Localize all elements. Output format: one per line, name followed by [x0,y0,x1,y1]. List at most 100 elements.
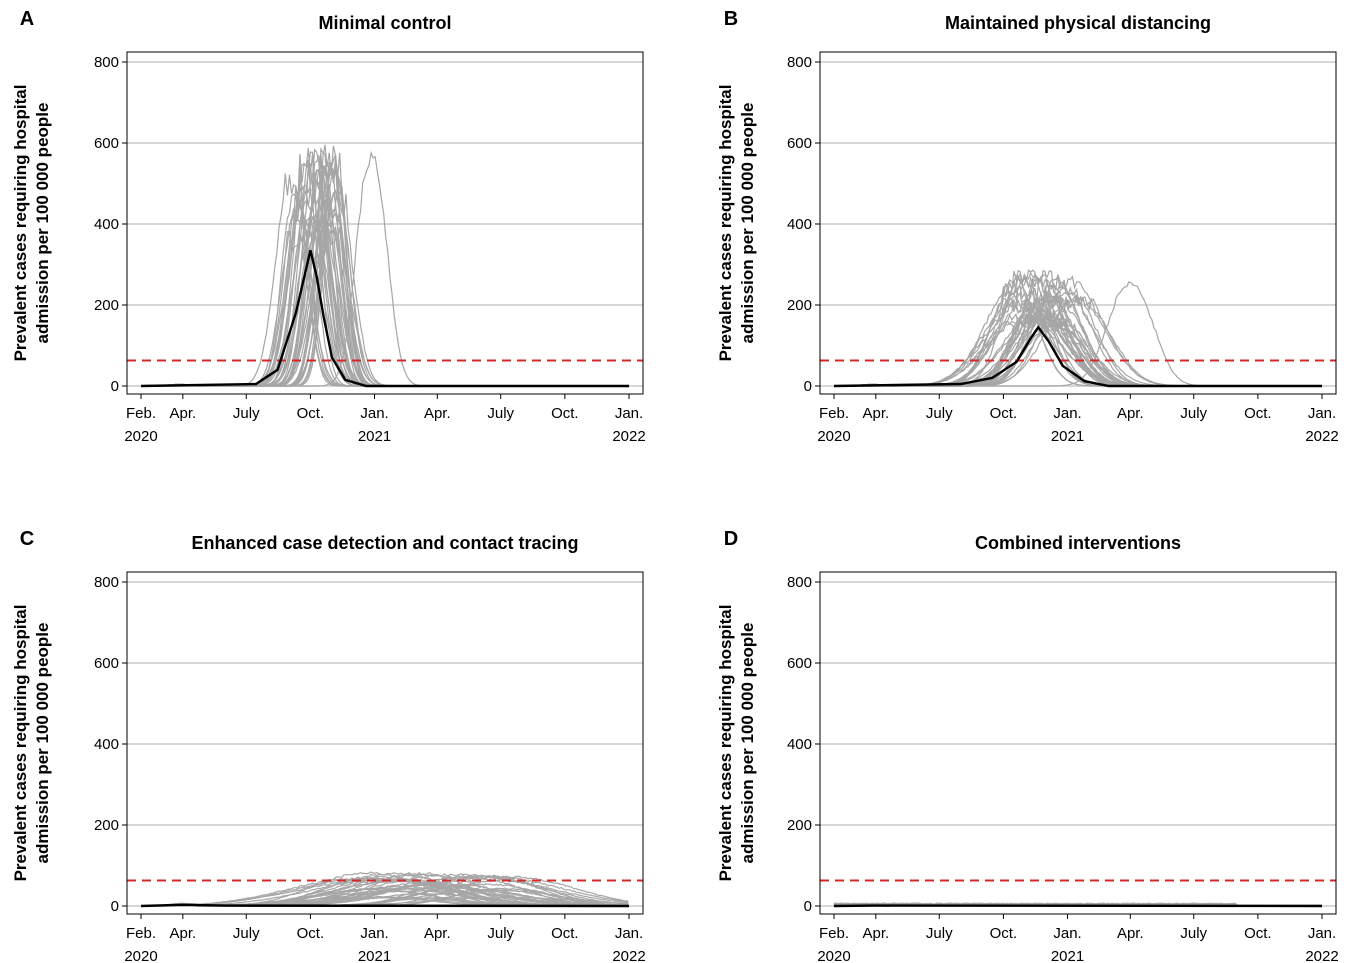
plot-frame [126,51,644,395]
simulation-line [141,146,629,387]
y-tick-label: 200 [787,297,812,314]
y-tick-label: 800 [787,54,812,71]
y-axis-label-line1: Prevalent cases requiring hospital [11,85,30,362]
simulation-line [141,156,629,387]
simulation-line [141,164,629,387]
x-tick-label: Oct. [551,405,579,422]
x-tick-year: 2020 [124,428,157,445]
x-tick-label: Apr. [424,405,451,422]
x-tick-year: 2020 [817,948,850,963]
x-tick-label: Jan. [1308,405,1336,422]
panel-letter: A [20,8,34,30]
x-tick-year: 2021 [1051,428,1084,445]
simulation-line [141,184,629,387]
y-tick-label: 600 [787,135,812,152]
x-tick-label: Oct. [551,925,579,942]
x-tick-label: Feb. [819,405,849,422]
simulation-line [141,230,629,387]
x-tick-label: Jan. [360,405,388,422]
y-axis-label-line2: admission per 100 000 people [738,623,757,864]
x-tick-label: Oct. [297,405,325,422]
panel-c: C Enhanced case detection and contact tra… [11,528,646,963]
plot-frame [819,571,1337,915]
y-tick-label: 600 [787,655,812,672]
x-tick-label: July [233,405,260,422]
x-tick-label: Apr. [169,925,196,942]
y-tick-label: 800 [94,574,119,591]
panel-d: D Combined interventions Prevalent cases r… [716,528,1339,963]
simulation-line [141,153,629,387]
median-line [140,250,629,388]
x-tick-label: Oct. [1244,925,1272,942]
x-tick-year: 2020 [817,428,850,445]
simulation-line [141,155,629,387]
panel-title: Combined interventions [975,533,1181,553]
y-tick-label: 0 [804,898,812,915]
x-tick-label: Jan. [615,405,643,422]
panel-a: A Minimal control Prevalent cases requirin… [11,8,646,445]
x-tick-label: Oct. [990,925,1018,942]
simulation-line [141,208,629,387]
x-tick-year: 2022 [1305,948,1338,963]
y-tick-label: 0 [111,378,119,395]
simulation-line [141,224,629,387]
panel-title: Enhanced case detection and contact trac… [191,533,578,553]
x-tick-label: July [1180,405,1207,422]
x-tick-label: July [487,925,514,942]
y-tick-label: 0 [804,378,812,395]
x-tick-label: Apr. [1117,925,1144,942]
y-tick-label: 200 [787,817,812,834]
y-tick-label: 400 [787,216,812,233]
y-axis-label-line2: admission per 100 000 people [33,623,52,864]
x-tick-label: Apr. [424,925,451,942]
x-tick-year: 2021 [1051,948,1084,963]
x-tick-label: July [926,405,953,422]
x-tick-year: 2021 [358,948,391,963]
x-tick-label: July [926,925,953,942]
simulation-line [141,877,629,907]
simulation-curves [141,144,629,387]
x-tick-label: Oct. [990,405,1018,422]
x-tick-label: Apr. [862,925,889,942]
x-tick-label: Jan. [1053,405,1081,422]
plot-frame [126,571,644,915]
simulation-line [141,163,629,387]
simulation-line [141,162,629,387]
panel-title: Minimal control [318,13,451,33]
simulation-line [834,268,1322,387]
y-axis-label-line1: Prevalent cases requiring hospital [716,85,735,362]
x-tick-label: Apr. [862,405,889,422]
simulation-line [141,160,629,387]
y-tick-label: 200 [94,817,119,834]
panel-title: Maintained physical distancing [945,13,1211,33]
x-tick-label: Oct. [297,925,325,942]
y-tick-label: 800 [787,574,812,591]
x-tick-label: Jan. [1053,925,1081,942]
y-axis-label: Prevalent cases requiring hospital admiss… [716,605,757,882]
simulation-line-outlier [141,150,629,387]
simulation-line [834,274,1322,387]
panel-letter: C [20,528,34,550]
simulation-line [141,175,629,387]
simulation-line [834,273,1322,387]
y-tick-label: 600 [94,135,119,152]
x-tick-label: Apr. [1117,405,1144,422]
y-tick-label: 600 [94,655,119,672]
panel-b: B Maintained physical distancing Prevalent… [716,8,1339,445]
y-tick-label: 400 [787,736,812,753]
x-tick-year: 2022 [1305,428,1338,445]
y-axis-label: Prevalent cases requiring hospital admiss… [716,85,757,362]
y-tick-label: 0 [111,898,119,915]
x-tick-label: Apr. [169,405,196,422]
x-tick-label: Feb. [819,925,849,942]
median-line [140,903,630,908]
simulation-line [141,168,629,387]
x-tick-label: Jan. [1308,925,1336,942]
x-tick-label: Feb. [126,925,156,942]
simulation-line [141,144,629,387]
y-axis-label-line2: admission per 100 000 people [33,103,52,344]
simulation-line [834,269,1322,387]
y-tick-label: 400 [94,216,119,233]
y-axis-label-line1: Prevalent cases requiring hospital [11,605,30,882]
